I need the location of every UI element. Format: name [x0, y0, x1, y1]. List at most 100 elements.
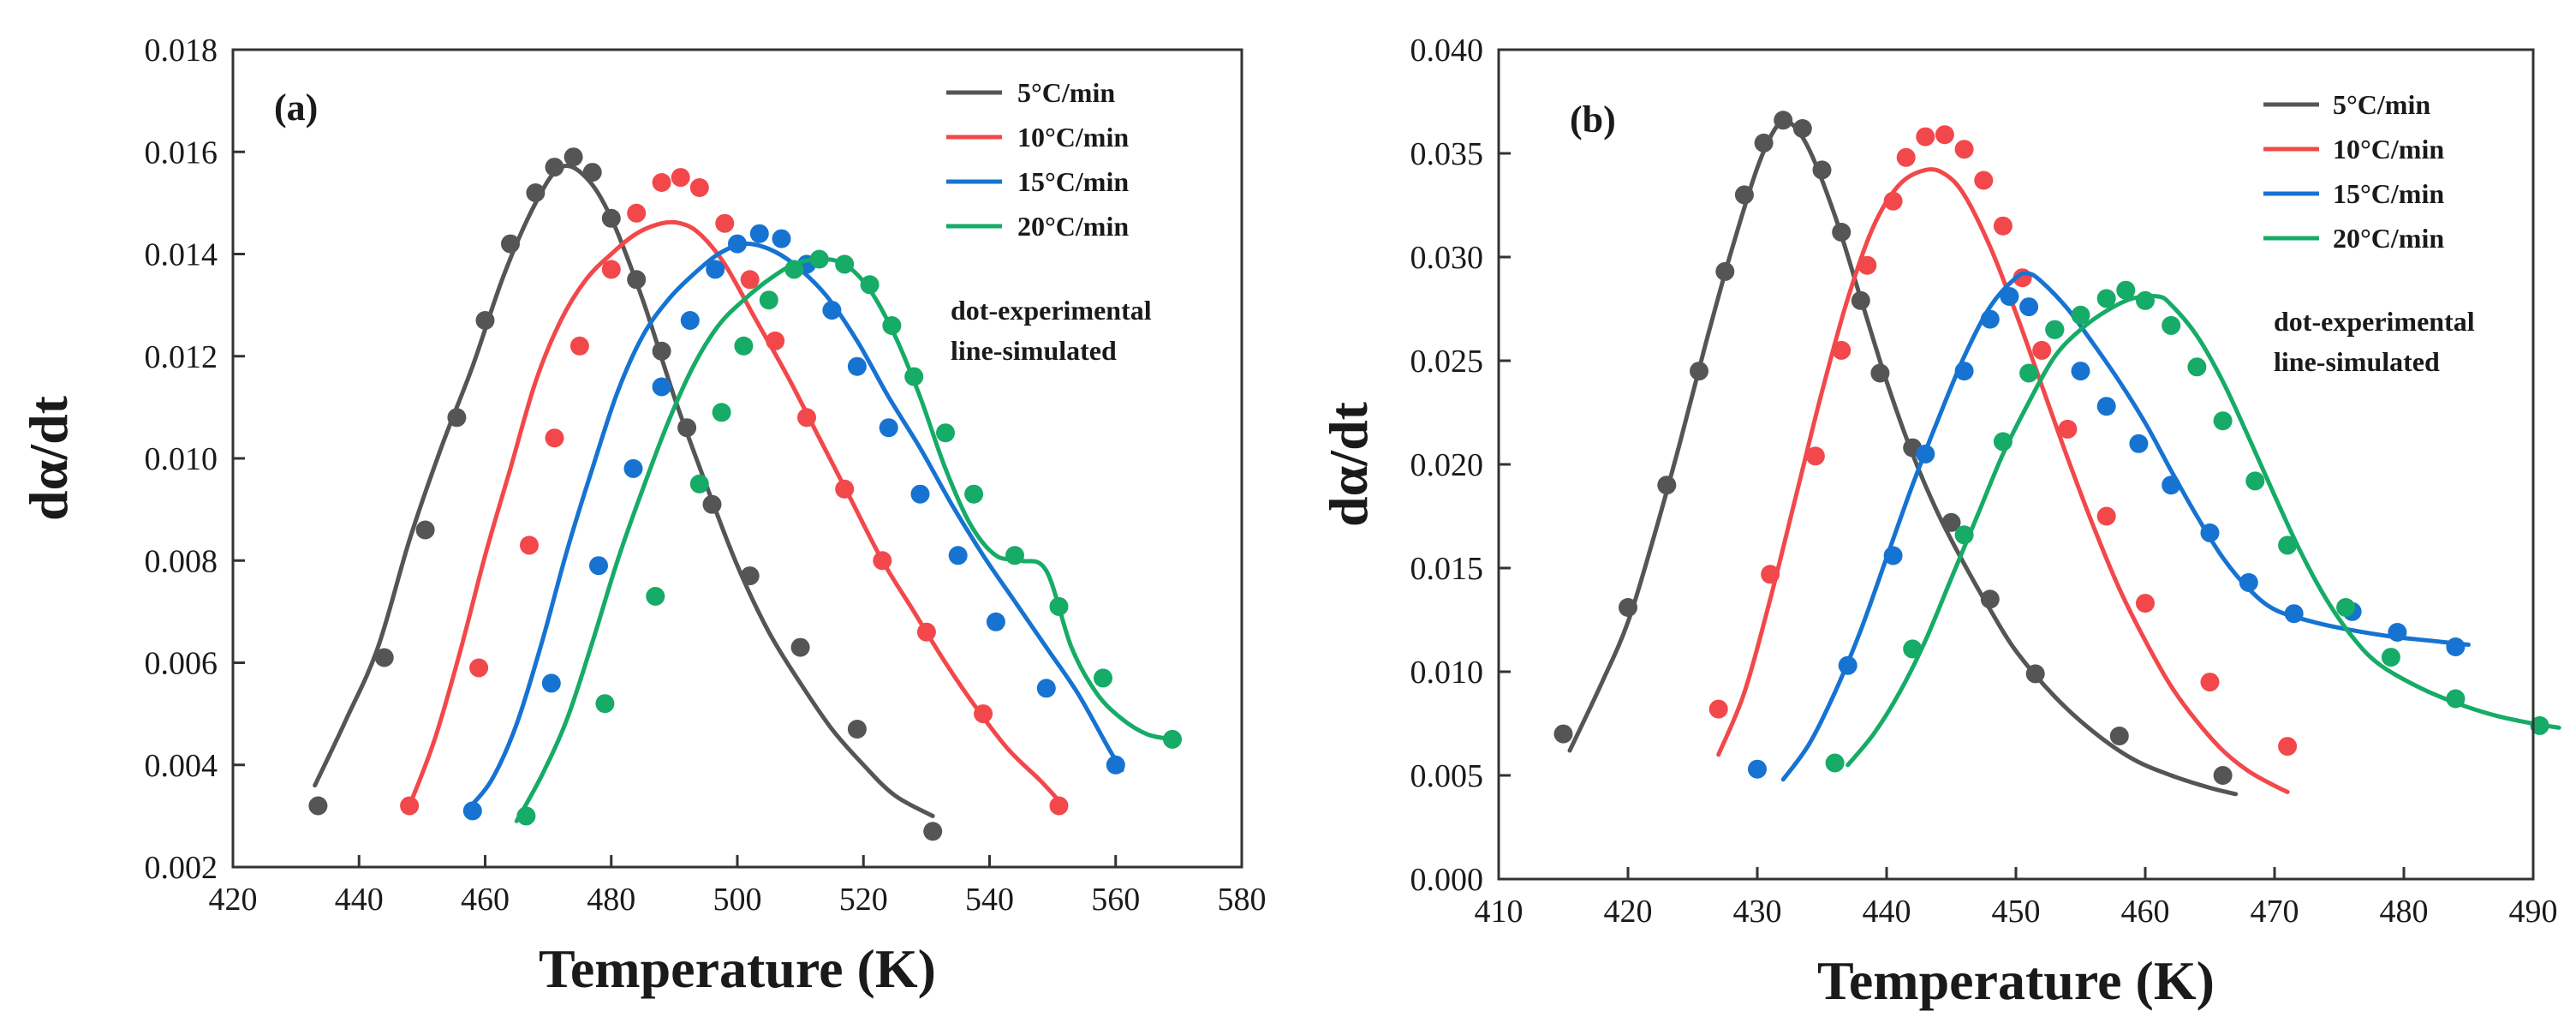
experimental-point [1954, 140, 1974, 159]
experimental-point [652, 377, 671, 397]
experimental-point [1870, 363, 1890, 383]
annotation-text: line-simulated [951, 335, 1117, 366]
experimental-point [1916, 444, 1935, 464]
experimental-point [1748, 759, 1767, 779]
experimental-point [2045, 320, 2065, 339]
experimental-point [715, 213, 735, 233]
experimental-point [904, 367, 924, 386]
experimental-point [847, 720, 867, 739]
experimental-point [1980, 589, 2000, 609]
tick-marks-b [1497, 48, 2535, 881]
simulated-line [1716, 167, 2290, 794]
y-tick-label: 0.020 [1410, 447, 1484, 483]
experimental-point [1094, 668, 1112, 688]
experimental-point [1619, 598, 1637, 617]
experimental-point [2245, 471, 2265, 491]
x-axis-title: Temperature (K) [1817, 950, 2215, 1011]
experimental-point [1754, 133, 1774, 153]
plot-area-a [308, 147, 1182, 841]
experimental-point [766, 331, 785, 350]
experimental-point [1715, 261, 1735, 281]
experimental-point [1896, 147, 1916, 167]
y-tick-label: 0.005 [1410, 758, 1484, 794]
experimental-point [2025, 664, 2045, 684]
y-tick-label: 0.002 [145, 850, 218, 886]
experimental-point [882, 316, 902, 335]
x-tick-label: 560 [1091, 882, 1140, 918]
tick-marks-a [231, 48, 1243, 869]
experimental-point [2284, 604, 2304, 624]
experimental-point [734, 336, 754, 356]
x-tick-label: 500 [713, 882, 762, 918]
y-tick-label: 0.014 [145, 237, 218, 273]
experimental-point [462, 801, 482, 821]
experimental-point [2071, 305, 2090, 325]
experimental-point [749, 224, 769, 243]
legend-label: 15°C/min [2333, 178, 2444, 209]
x-tick-label: 450 [1992, 894, 2041, 930]
x-tick-label: 490 [2509, 894, 2558, 930]
experimental-point [2109, 727, 2129, 745]
experimental-point [689, 178, 709, 197]
x-tick-label: 410 [1475, 894, 1524, 930]
x-tick-label: 580 [1218, 882, 1267, 918]
y-tick-label: 0.035 [1410, 136, 1484, 172]
experimental-point [526, 183, 546, 202]
experimental-point [589, 556, 608, 576]
chart-panel-a: 420 440 460 480 500 520 540 560 580 0.00… [18, 33, 1267, 999]
experimental-point [1163, 729, 1182, 749]
experimental-point [1993, 216, 2012, 236]
y-tick-labels-a: 0.002 0.004 0.006 0.008 0.010 0.012 0.01… [145, 33, 218, 886]
legend-label: 5°C/min [1017, 77, 1115, 108]
x-tick-label: 460 [2121, 894, 2170, 930]
experimental-point [2278, 535, 2298, 555]
experimental-point [936, 423, 955, 443]
x-tick-label: 540 [965, 882, 1014, 918]
experimental-point [2096, 289, 2116, 308]
y-tick-label: 0.012 [145, 339, 218, 375]
experimental-point [545, 428, 564, 448]
chart-panel-b: 410 420 430 440 450 460 470 480 490 0.00… [1318, 33, 2561, 1011]
y-tick-label: 0.025 [1410, 344, 1484, 380]
experimental-point [447, 408, 467, 428]
experimental-point [652, 341, 671, 361]
experimental-point [1106, 755, 1125, 775]
experimental-point [1935, 125, 1954, 145]
experimental-point [582, 163, 602, 182]
experimental-point [702, 494, 722, 514]
experimental-point [974, 704, 993, 724]
experimental-point [2096, 506, 2116, 526]
y-axis-title: dα/dt [1318, 401, 1379, 527]
experimental-point [2032, 340, 2052, 360]
experimental-point [689, 474, 709, 494]
experimental-point [809, 249, 829, 269]
legend-label: 10°C/min [1017, 122, 1129, 153]
experimental-point [1974, 171, 1994, 190]
experimental-point [469, 658, 489, 678]
experimental-point [541, 673, 561, 693]
experimental-point [1005, 546, 1024, 565]
panel-label: (a) [274, 87, 318, 129]
experimental-point [1734, 185, 1754, 205]
experimental-point [2116, 280, 2136, 300]
experimental-point [910, 484, 930, 504]
experimental-point [601, 260, 621, 279]
experimental-point [860, 275, 880, 295]
experimental-point [835, 254, 855, 274]
y-tick-label: 0.015 [1410, 551, 1484, 587]
experimental-point [308, 796, 328, 816]
experimental-point [835, 479, 855, 499]
experimental-point [740, 270, 760, 290]
experimental-point [2187, 357, 2207, 377]
experimental-point [1036, 679, 1056, 698]
y-tick-label: 0.018 [145, 33, 218, 69]
experimental-point [2388, 623, 2407, 642]
experimental-point [2019, 363, 2039, 383]
experimental-point [374, 648, 394, 667]
experimental-point [1954, 362, 1974, 381]
experimental-point [1805, 446, 1825, 466]
experimental-point [520, 535, 539, 555]
experimental-point [1049, 796, 1069, 816]
